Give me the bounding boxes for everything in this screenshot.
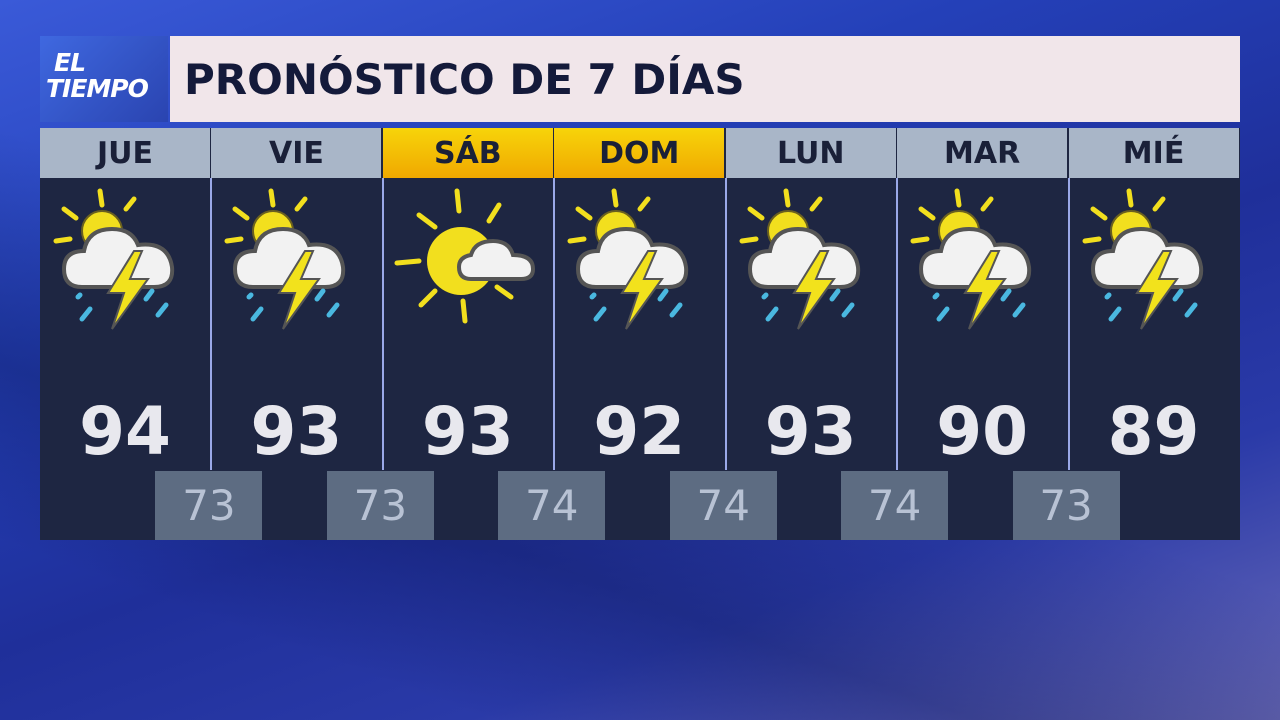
- thunderstorm-partly-sunny-icon: [736, 183, 886, 333]
- high-temp: 93: [250, 393, 343, 470]
- high-temp: 90: [936, 393, 1029, 470]
- day-label: MAR: [897, 128, 1068, 178]
- forecast-grid: JUE 94 VIE 93 SÁB 93 DOM 92 LUN 93 MAR 90 MIÉ …: [40, 128, 1240, 540]
- thunderstorm-partly-sunny-icon: [564, 183, 714, 333]
- column-divider: [724, 178, 727, 470]
- day-column: LUN 93: [725, 128, 896, 470]
- thunderstorm-partly-sunny-icon: [50, 183, 200, 333]
- column-divider: [896, 178, 899, 470]
- high-temp: 94: [79, 393, 171, 470]
- column-divider: [210, 178, 213, 470]
- day-label: JUE: [40, 128, 210, 178]
- high-temp: 93: [764, 393, 857, 470]
- day-label: MIÉ: [1068, 128, 1239, 178]
- logo-text: EL: [54, 48, 86, 77]
- day-column: VIE 93: [211, 128, 382, 470]
- mostly-sunny-icon: [393, 183, 543, 333]
- thunderstorm-partly-sunny-icon: [1079, 183, 1229, 333]
- high-temp: 89: [1107, 393, 1200, 470]
- high-temp: 93: [421, 393, 514, 470]
- high-temp: 92: [593, 393, 686, 470]
- title-bar: PRONÓSTICO DE 7 DÍAS: [170, 36, 1240, 122]
- thunderstorm-partly-sunny-icon: [907, 183, 1057, 333]
- logo-text: TIEMPO: [46, 74, 149, 103]
- station-logo: EL TIEMPO: [40, 36, 168, 122]
- day-label: SÁB: [382, 128, 553, 178]
- column-divider: [381, 178, 384, 470]
- column-divider: [1067, 178, 1070, 470]
- day-column: MIÉ 89: [1068, 128, 1239, 470]
- day-label: VIE: [211, 128, 382, 178]
- page-title: PRONÓSTICO DE 7 DÍAS: [184, 54, 745, 104]
- day-column: JUE 94: [40, 128, 210, 470]
- low-temp: 74: [669, 471, 777, 540]
- low-temp: 73: [326, 471, 434, 540]
- column-divider: [553, 178, 556, 470]
- day-column: MAR 90: [897, 128, 1068, 470]
- day-column: DOM 92: [554, 128, 725, 470]
- low-temp: 74: [498, 471, 606, 540]
- thunderstorm-partly-sunny-icon: [221, 183, 371, 333]
- low-temp: 74: [841, 471, 949, 540]
- day-label: LUN: [725, 128, 896, 178]
- low-temp: 73: [1012, 471, 1120, 540]
- low-temp: 73: [155, 471, 263, 540]
- day-label: DOM: [554, 128, 725, 178]
- day-column: SÁB 93: [382, 128, 553, 470]
